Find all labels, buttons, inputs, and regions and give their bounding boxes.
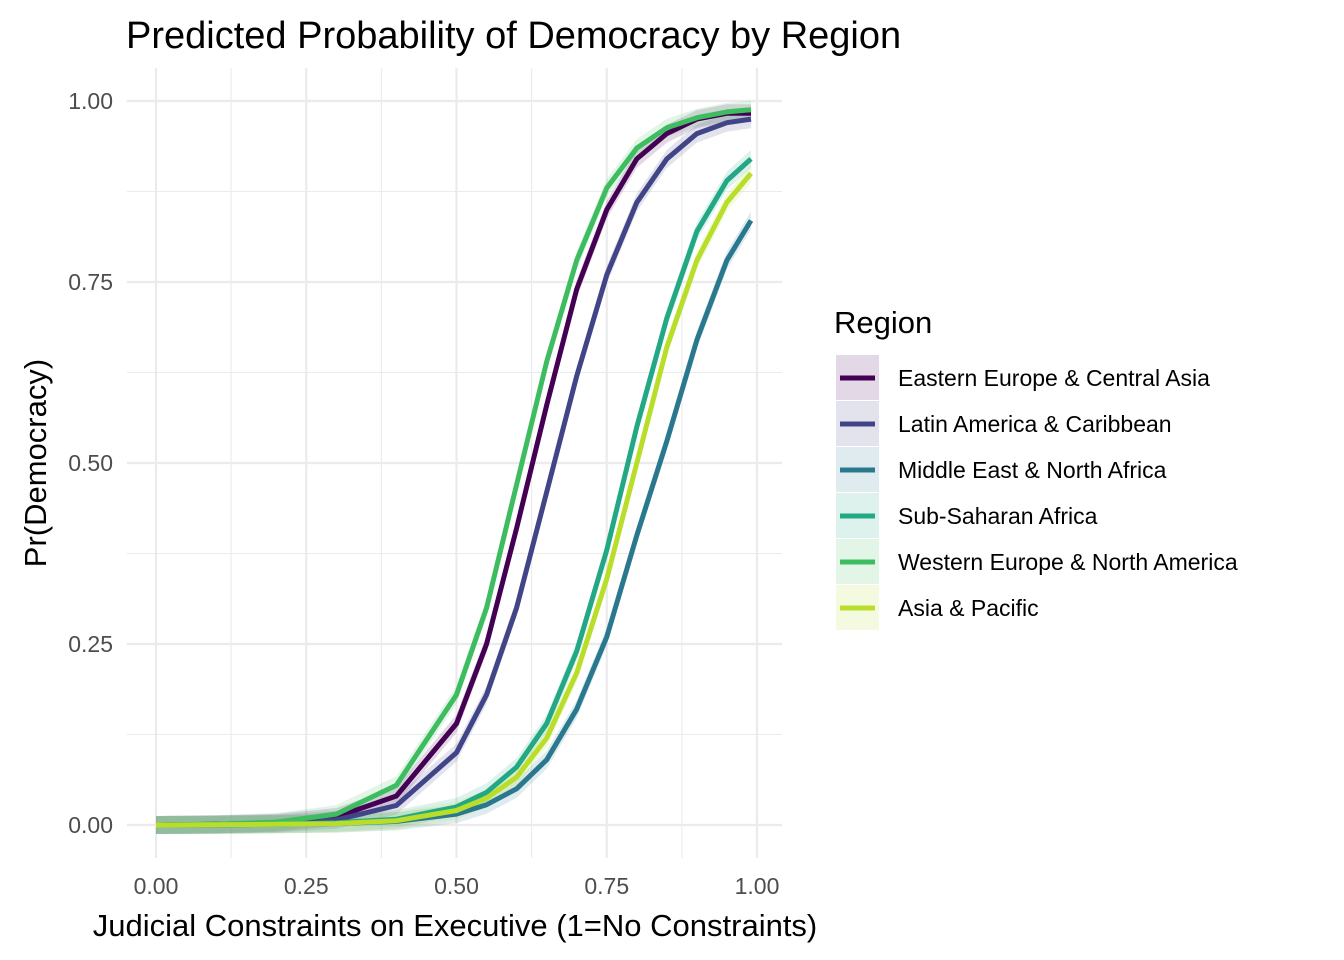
- y-axis-ticks: 0.00 0.25 0.50 0.75 1.00: [68, 88, 113, 838]
- y-tick-label: 0.25: [68, 631, 113, 657]
- legend-label: Western Europe & North America: [898, 549, 1238, 575]
- line-western-europe-and-north-america: [155, 107, 752, 828]
- legend-label: Asia & Pacific: [898, 595, 1039, 621]
- x-tick-label: 0.00: [134, 873, 179, 899]
- x-tick-label: 0.50: [434, 873, 479, 899]
- ribbon-middle-east-and-north-africa: [156, 211, 751, 834]
- legend: Eastern Europe & Central Asia Latin Ameri…: [836, 355, 1238, 630]
- y-tick-label: 0.75: [68, 269, 113, 295]
- x-tick-label: 0.75: [584, 873, 629, 899]
- legend-label: Eastern Europe & Central Asia: [898, 365, 1210, 391]
- y-tick-label: 0.50: [68, 450, 113, 476]
- y-axis-title: Pr(Democracy): [18, 359, 53, 567]
- legend-item: Sub-Saharan Africa: [836, 493, 1098, 538]
- legend-label: Middle East & North Africa: [898, 457, 1167, 483]
- legend-item: Asia & Pacific: [836, 585, 1039, 630]
- x-axis-title: Judicial Constraints on Executive (1=No …: [93, 908, 818, 943]
- legend-item: Latin America & Caribbean: [836, 401, 1172, 446]
- line-asia-and-pacific: [155, 171, 753, 828]
- y-tick-label: 1.00: [68, 88, 113, 114]
- legend-item: Western Europe & North America: [836, 539, 1238, 584]
- chart-title: Predicted Probability of Democracy by Re…: [126, 15, 901, 57]
- legend-label: Sub-Saharan Africa: [898, 503, 1098, 529]
- grid: [127, 68, 782, 858]
- y-tick-label: 0.00: [68, 812, 113, 838]
- legend-item: Middle East & North Africa: [836, 447, 1167, 492]
- legend-title: Region: [834, 305, 932, 340]
- x-tick-label: 0.25: [284, 873, 329, 899]
- x-tick-label: 1.00: [735, 873, 780, 899]
- legend-item: Eastern Europe & Central Asia: [836, 355, 1210, 400]
- series-lines: [155, 107, 754, 828]
- x-axis-ticks: 0.00 0.25 0.50 0.75 1.00: [134, 873, 780, 899]
- legend-label: Latin America & Caribbean: [898, 411, 1172, 437]
